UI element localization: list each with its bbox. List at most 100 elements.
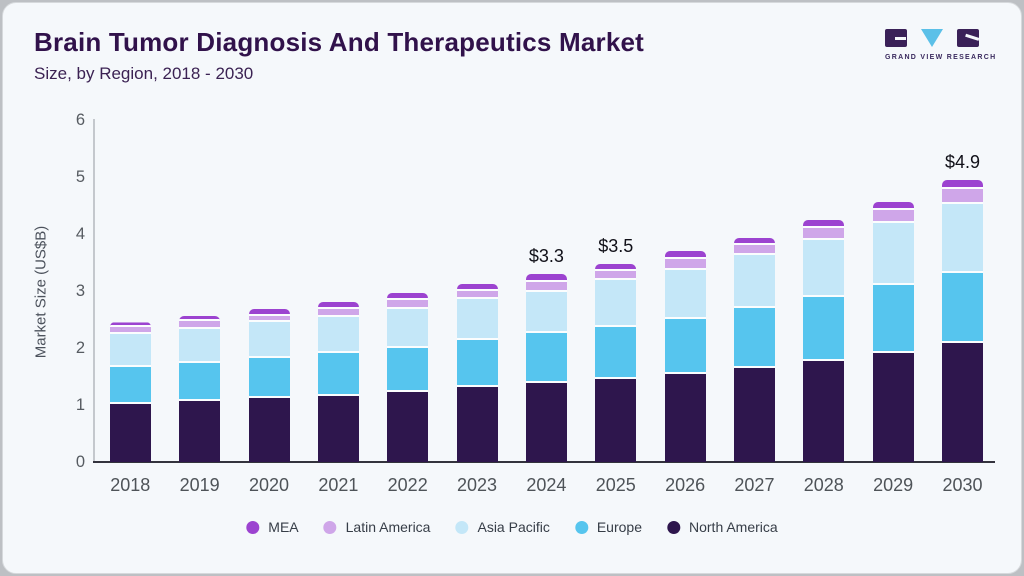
legend-label-mea: MEA bbox=[268, 519, 299, 535]
segment-mea-2024 bbox=[525, 273, 567, 283]
bar-2023 bbox=[456, 283, 498, 462]
y-tick-label-3: 3 bbox=[75, 282, 85, 300]
segment-asia-pacific-2026 bbox=[664, 269, 706, 319]
segment-asia-pacific-2022 bbox=[387, 309, 429, 348]
segment-north-america-2028 bbox=[803, 360, 845, 462]
segment-north-america-2030 bbox=[942, 343, 983, 462]
segment-north-america-2025 bbox=[595, 378, 637, 462]
legend-item-mea: MEA bbox=[246, 519, 299, 535]
segment-latin-america-2026 bbox=[664, 259, 706, 270]
x-tick-label-2020: 2020 bbox=[248, 475, 290, 495]
segment-europe-2023 bbox=[456, 339, 498, 388]
x-tick-label-2029: 2029 bbox=[873, 475, 914, 495]
bar-2025 bbox=[595, 263, 637, 462]
segment-asia-pacific-2029 bbox=[872, 223, 914, 286]
segment-europe-2021 bbox=[317, 352, 359, 396]
segment-mea-2025 bbox=[595, 263, 637, 272]
bar-value-label-2030: $4.9 bbox=[944, 152, 981, 173]
segment-asia-pacific-2024 bbox=[525, 291, 567, 334]
y-axis-line bbox=[93, 119, 95, 462]
bar-2029 bbox=[872, 202, 914, 462]
segment-europe-2020 bbox=[248, 358, 290, 399]
bar-value-label-2024: $3.3 bbox=[528, 245, 564, 266]
legend-swatch-north-america bbox=[666, 520, 680, 534]
x-tick-label-2019: 2019 bbox=[179, 475, 220, 495]
segment-europe-2019 bbox=[179, 362, 221, 401]
segment-north-america-2027 bbox=[733, 367, 775, 462]
segment-asia-pacific-2030 bbox=[942, 203, 983, 273]
legend-label-latin-america: Latin America bbox=[345, 519, 431, 535]
legend-item-europe: Europe bbox=[574, 519, 642, 535]
segment-europe-2026 bbox=[664, 318, 706, 374]
segment-asia-pacific-2028 bbox=[803, 240, 845, 298]
grand-view-research-logo: GRAND VIEW RESEARCH bbox=[885, 29, 997, 61]
legend-item-north-america: North America bbox=[666, 519, 778, 535]
x-tick-label-2026: 2026 bbox=[665, 475, 706, 495]
bar-2020 bbox=[248, 309, 290, 462]
legend-swatch-asia-pacific bbox=[455, 520, 469, 534]
segment-north-america-2018 bbox=[109, 403, 151, 462]
x-tick-label-2023: 2023 bbox=[457, 475, 498, 495]
page-title: Brain Tumor Diagnosis And Therapeutics M… bbox=[34, 27, 644, 57]
legend-swatch-europe bbox=[574, 520, 588, 534]
bar-value-label-2025: $3.5 bbox=[598, 235, 634, 256]
gvr-logo-mark bbox=[885, 29, 991, 48]
y-tick-label-4: 4 bbox=[75, 225, 85, 243]
segment-north-america-2020 bbox=[248, 398, 290, 462]
y-tick-label-0: 0 bbox=[75, 453, 85, 471]
segment-mea-2028 bbox=[803, 219, 845, 228]
bar-2027 bbox=[733, 237, 775, 462]
segment-north-america-2022 bbox=[387, 391, 429, 462]
x-tick-label-2028: 2028 bbox=[803, 475, 844, 495]
legend-label-north-america: North America bbox=[688, 519, 778, 535]
segment-europe-2029 bbox=[872, 285, 914, 353]
gvr-logo-wordmark: GRAND VIEW RESEARCH bbox=[885, 54, 997, 61]
segment-asia-pacific-2027 bbox=[733, 255, 775, 308]
segment-latin-america-2028 bbox=[803, 227, 845, 241]
segment-asia-pacific-2021 bbox=[317, 317, 359, 353]
segment-mea-2023 bbox=[456, 283, 498, 291]
legend-swatch-mea bbox=[246, 520, 260, 534]
legend-item-asia-pacific: Asia Pacific bbox=[455, 519, 550, 535]
segment-north-america-2029 bbox=[872, 352, 914, 462]
segment-europe-2018 bbox=[109, 366, 151, 404]
chart-legend: MEA Latin America Asia Pacific Europe North … bbox=[246, 519, 778, 535]
segment-asia-pacific-2018 bbox=[109, 334, 151, 367]
segment-asia-pacific-2019 bbox=[179, 328, 221, 363]
x-tick-label-2030: 2030 bbox=[942, 475, 983, 495]
segment-latin-america-2025 bbox=[595, 271, 637, 281]
y-tick-label-5: 5 bbox=[75, 168, 85, 186]
legend-label-asia-pacific: Asia Pacific bbox=[477, 519, 550, 535]
gvr-logo-r-icon bbox=[957, 29, 980, 47]
segment-mea-2020 bbox=[248, 309, 290, 316]
segment-asia-pacific-2023 bbox=[456, 298, 498, 340]
segment-europe-2030 bbox=[942, 272, 983, 344]
bar-2022 bbox=[387, 292, 429, 462]
x-tick-label-2021: 2021 bbox=[318, 475, 359, 495]
segment-mea-2029 bbox=[872, 202, 914, 211]
bar-2021 bbox=[317, 301, 359, 462]
segment-mea-2022 bbox=[387, 292, 429, 301]
segment-mea-2019 bbox=[179, 315, 221, 322]
segment-north-america-2024 bbox=[525, 383, 567, 462]
legend-item-latin-america: Latin America bbox=[323, 519, 431, 535]
bar-2028 bbox=[803, 219, 845, 462]
y-tick-label-1: 1 bbox=[75, 396, 85, 414]
page-subtitle: Size, by Region, 2018 - 2030 bbox=[34, 64, 254, 83]
gvr-logo-g-icon bbox=[885, 29, 907, 47]
segment-latin-america-2023 bbox=[456, 290, 498, 299]
x-tick-label-2025: 2025 bbox=[595, 475, 636, 495]
segment-latin-america-2019 bbox=[179, 321, 221, 329]
segment-latin-america-2021 bbox=[317, 309, 359, 318]
segment-europe-2028 bbox=[803, 297, 845, 361]
segment-latin-america-2029 bbox=[872, 210, 914, 224]
bar-2030 bbox=[942, 180, 983, 462]
legend-swatch-latin-america bbox=[323, 520, 337, 534]
x-tick-label-2027: 2027 bbox=[734, 475, 775, 495]
y-tick-label-6: 6 bbox=[75, 111, 85, 129]
segment-asia-pacific-2025 bbox=[595, 280, 637, 327]
bar-2019 bbox=[179, 315, 221, 462]
segment-mea-2027 bbox=[733, 237, 775, 246]
segment-europe-2025 bbox=[595, 326, 637, 379]
bar-2026 bbox=[664, 251, 706, 462]
